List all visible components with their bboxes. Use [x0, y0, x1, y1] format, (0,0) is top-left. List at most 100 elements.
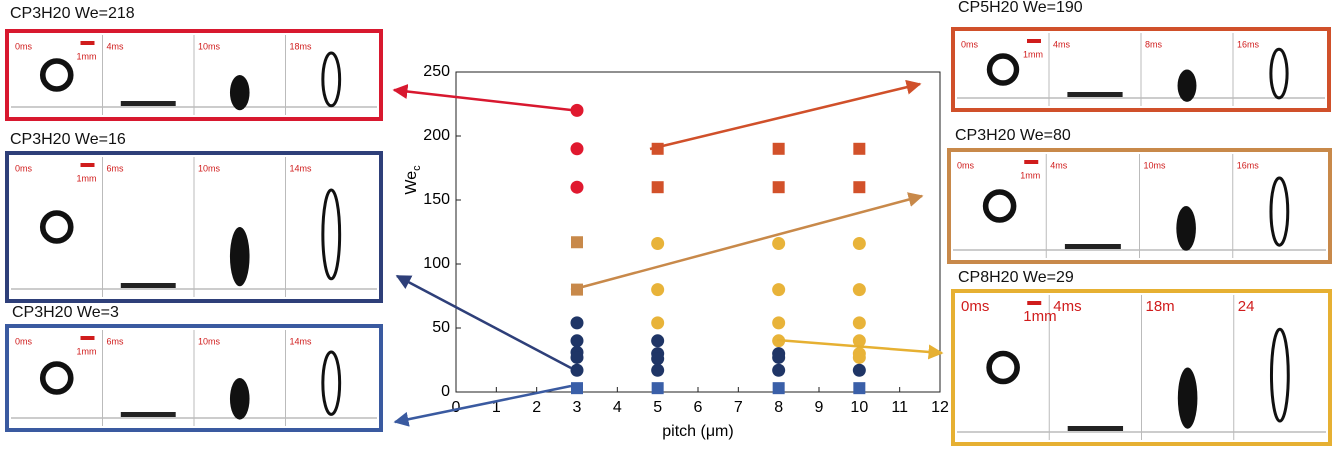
- square-point: [772, 142, 785, 155]
- x-tick-label: 3: [573, 399, 582, 416]
- droplet: [39, 58, 74, 92]
- frame-time: 4ms: [107, 41, 125, 51]
- y-axis-label: Wec: [403, 165, 423, 195]
- frame-time: 0ms: [15, 41, 33, 51]
- scale-label: 1mm: [77, 346, 97, 356]
- circle-point: [852, 350, 866, 364]
- droplet: [982, 189, 1017, 223]
- jet: [321, 350, 342, 416]
- scale-label: 1mm: [77, 51, 97, 61]
- frame-time: 14ms: [290, 163, 313, 173]
- circle-point: [570, 350, 584, 364]
- frame-time: 10ms: [198, 336, 221, 346]
- y-axis-label-sub: c: [411, 165, 423, 171]
- x-tick-label: 2: [532, 399, 541, 416]
- y-tick-label: 100: [423, 255, 450, 272]
- spread-droplet: [120, 412, 176, 417]
- droplet: [986, 53, 1020, 86]
- jet: [229, 227, 250, 287]
- frame-time: 4ms: [1053, 298, 1081, 315]
- jet: [1269, 176, 1290, 247]
- circle-point: [852, 237, 866, 251]
- frame-time: 8ms: [1145, 39, 1163, 49]
- plot-frame: [455, 71, 941, 393]
- circle-point: [772, 237, 786, 251]
- circle-point: [570, 316, 584, 330]
- x-tick-label: 9: [815, 399, 824, 416]
- spread-droplet: [1067, 92, 1123, 97]
- frame-time: 10ms: [198, 163, 221, 173]
- square-point: [651, 181, 664, 194]
- arrow: [570, 192, 924, 292]
- frame-time: 10ms: [198, 41, 221, 51]
- jet: [229, 75, 250, 111]
- frame-time: 0ms: [961, 39, 979, 49]
- jet: [1176, 206, 1196, 251]
- panel-frame: [951, 289, 1332, 446]
- jet: [229, 378, 250, 420]
- arrow: [393, 384, 572, 427]
- arrow: [649, 79, 922, 151]
- circle-point: [852, 363, 866, 377]
- jet: [1269, 327, 1290, 423]
- y-tick-label: 50: [432, 319, 450, 336]
- circle-point: [852, 316, 866, 330]
- frame-time: 24: [1238, 298, 1255, 315]
- panel-frame: [947, 148, 1332, 264]
- spread-droplet: [1067, 426, 1124, 431]
- y-axis-label-main: We: [403, 171, 420, 195]
- panel-frame: [5, 151, 383, 303]
- circle-point: [852, 334, 866, 348]
- frame-time: 6ms: [107, 336, 125, 346]
- square-point: [853, 382, 866, 395]
- circle-point: [570, 142, 584, 156]
- scale-label: 1mm: [1023, 308, 1056, 325]
- square-point: [772, 181, 785, 194]
- square-point: [651, 382, 664, 395]
- frame-time: 4ms: [1050, 160, 1068, 170]
- circle-point: [772, 350, 786, 364]
- arrow: [776, 338, 944, 360]
- frame-time: 10ms: [1144, 160, 1167, 170]
- x-tick-label: 5: [653, 399, 662, 416]
- frame-time: 0ms: [15, 336, 33, 346]
- circle-point: [651, 363, 665, 377]
- circle-point: [651, 283, 665, 297]
- frame-time: 0ms: [961, 298, 989, 315]
- scale-bar: [1024, 160, 1039, 164]
- frame-time: 16ms: [1237, 160, 1260, 170]
- circle-point: [772, 316, 786, 330]
- x-tick-label: 8: [774, 399, 783, 416]
- droplet: [39, 210, 74, 244]
- x-tick-label: 1: [492, 399, 501, 416]
- x-tick-label: 6: [694, 399, 703, 416]
- square-point: [571, 382, 583, 395]
- circle-point: [772, 363, 786, 377]
- panel-title: CP8H20 We=29: [958, 269, 1074, 286]
- scale-bar: [80, 336, 95, 340]
- square-point: [853, 181, 866, 194]
- x-axis-label: pitch (μm): [662, 423, 733, 440]
- panel-title: CP3H20 We=16: [10, 131, 126, 148]
- scale-bar: [80, 41, 95, 45]
- frame-time: 16ms: [1237, 39, 1260, 49]
- circle-point: [651, 237, 665, 251]
- circle-point: [570, 180, 584, 194]
- x-tick-label: 12: [931, 399, 949, 416]
- scale-label: 1mm: [77, 173, 97, 183]
- panel-title: CP3H20 We=3: [12, 304, 119, 321]
- x-tick-label: 10: [850, 399, 868, 416]
- scale-label: 1mm: [1020, 170, 1040, 180]
- circle-point: [570, 334, 584, 348]
- circle-point: [570, 363, 584, 377]
- y-tick-label: 0: [441, 383, 450, 400]
- panel-frame: [5, 29, 383, 121]
- frame-time: 4ms: [1053, 39, 1071, 49]
- y-tick-label: 200: [423, 127, 450, 144]
- x-tick-label: 11: [891, 399, 908, 416]
- x-tick-label: 0: [452, 399, 461, 416]
- x-tick-label: 7: [734, 399, 743, 416]
- arrows: [392, 79, 944, 427]
